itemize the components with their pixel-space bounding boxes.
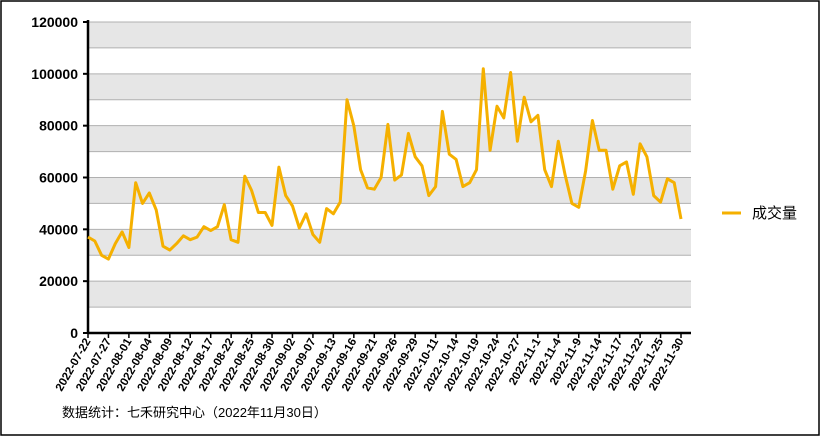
grid-band — [88, 229, 691, 256]
line-series — [87, 67, 683, 261]
legend-label: 成交量 — [752, 204, 797, 222]
y-tick-label: 40000 — [39, 221, 78, 237]
y-tick-label: 80000 — [39, 118, 78, 134]
grid-band — [88, 177, 691, 204]
footnote: 数据统计：七禾研究中心（2022年11月30日） — [62, 405, 327, 420]
y-tick-label: 120000 — [31, 14, 78, 30]
grid-band — [88, 281, 691, 308]
grid-band — [88, 73, 691, 100]
y-tick-label: 20000 — [39, 273, 78, 289]
y-tick-label: 60000 — [39, 170, 78, 186]
y-tick-label: 100000 — [31, 66, 78, 82]
y-tick-label: 0 — [70, 325, 78, 341]
grid-band — [88, 22, 691, 48]
